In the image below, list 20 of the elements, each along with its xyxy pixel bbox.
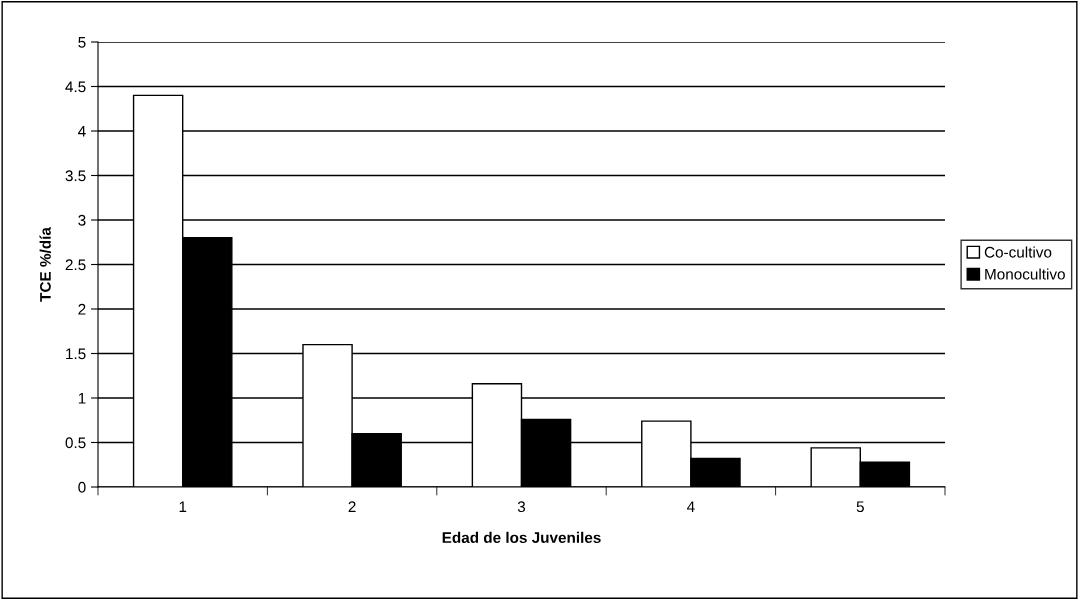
- y-tick-label: 0.5: [65, 437, 86, 449]
- x-tick-label: 2: [348, 501, 356, 512]
- x-tick-label: 4: [687, 501, 695, 512]
- legend-label: Monocultivo: [985, 268, 1065, 280]
- y-axis-title: TCE %/día: [39, 227, 51, 302]
- y-tick-label: 5: [78, 37, 86, 48]
- x-tick-label: 1: [179, 501, 187, 512]
- y-tick-label: 4.5: [65, 81, 86, 93]
- x-tick-label: 3: [517, 501, 526, 513]
- x-axis-title: Edad de los Juveniles: [442, 531, 601, 544]
- legend-label: Co-cultivo: [984, 246, 1052, 258]
- y-tick-label: 2.5: [65, 259, 86, 271]
- y-tick-label: 0: [78, 481, 86, 493]
- y-tick-label: 3: [78, 214, 86, 226]
- y-tick-label: 2: [78, 303, 86, 315]
- y-tick-label: 3.5: [65, 170, 86, 182]
- x-tick-label: 5: [856, 501, 864, 513]
- y-tick-label: 4: [78, 126, 86, 137]
- y-tick-label: 1.5: [66, 348, 86, 360]
- y-tick-label: 1: [78, 393, 86, 404]
